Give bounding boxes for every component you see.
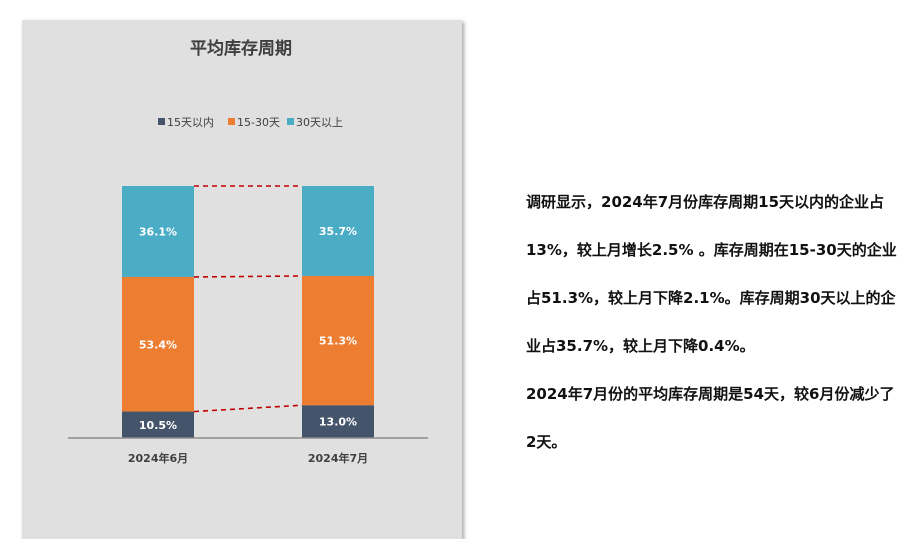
bar-1-cat-2 (302, 405, 374, 438)
bar-1-cat-1 (122, 411, 194, 438)
category-labels: 2024年6月 2024年7月 (128, 451, 368, 465)
data-label-2-cat-1: 53.4% (139, 338, 177, 351)
legend-swatch-2 (228, 118, 235, 125)
data-label-2-cat-2: 51.3% (319, 335, 357, 348)
bar-3-cat-2 (302, 186, 374, 276)
bar-2-cat-1 (122, 276, 194, 412)
chart-panel: 平均库存周期 15天以内 15-30天 30天以上 10.5% 53.4% 36.1% 1… (22, 20, 462, 539)
legend-swatch-3 (287, 118, 294, 125)
description-paragraph-2: 2024年7月份的平均库存周期是54天，较6月份减少了2天。 (526, 385, 895, 451)
legend: 15天以内 15-30天 30天以上 (158, 115, 343, 129)
data-label-1-cat-2: 13.0% (319, 416, 357, 429)
stacked-bar-chart: 平均库存周期 15天以内 15-30天 30天以上 10.5%53.4%36.1%1… (68, 38, 428, 465)
legend-label-1: 15天以内 (167, 115, 214, 129)
data-label-3-cat-2: 35.7% (319, 225, 357, 238)
bars: 10.5% 53.4% 36.1% 13.0% 51.3% 35.7% (122, 186, 374, 438)
data-label-1-cat-1: 10.5% (139, 419, 177, 432)
category-label-2: 2024年7月 (308, 451, 368, 465)
bar-2-cat-2 (302, 275, 374, 406)
connector-line-1 (193, 404, 303, 413)
legend-swatch-1 (158, 118, 165, 125)
bar-3-cat-1 (122, 186, 194, 277)
category-label-1: 2024年6月 (128, 451, 188, 465)
connector-line-2 (193, 275, 303, 278)
legend-label-2: 15-30天 (237, 116, 280, 129)
description-text: 调研显示，2024年7月份库存周期15天以内的企业占13%，较上月增长2.5% … (526, 178, 901, 466)
legend-label-3: 30天以上 (296, 116, 343, 129)
data-label-3-cat-1: 36.1% (139, 225, 177, 238)
connector-lines (193, 185, 303, 413)
chart-title: 平均库存周期 (190, 38, 292, 59)
description-paragraph-1: 调研显示，2024年7月份库存周期15天以内的企业占13%，较上月增长2.5% … (526, 193, 897, 355)
